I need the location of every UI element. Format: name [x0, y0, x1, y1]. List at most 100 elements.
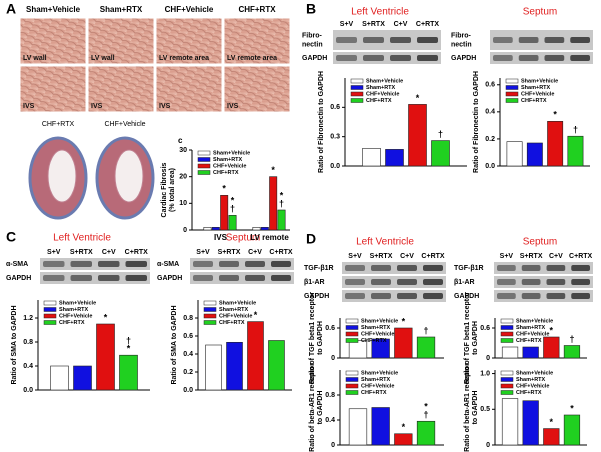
significance-mark: * [104, 312, 108, 322]
legend-label: CHF+RTX [366, 98, 392, 104]
legend-label: Sham+RTX [213, 157, 243, 163]
y-tick-label: 0 [486, 355, 490, 362]
legend-swatch [500, 331, 514, 337]
histology-image [155, 65, 223, 113]
blot-strip [494, 290, 593, 302]
legend-label: CHF+Vehicle [213, 163, 246, 169]
legend-label: CHF+RTX [521, 98, 547, 104]
section-label: CHF+Vehicle [104, 121, 145, 128]
lane-label: S+RTX [520, 253, 543, 260]
bar [252, 227, 261, 231]
y-tick-label: 0.6 [325, 325, 335, 332]
column-header: CHF+Vehicle [165, 5, 214, 14]
panel-label: D [306, 231, 316, 247]
image-label: IVS [159, 103, 171, 110]
legend-label: CHF+Vehicle [59, 313, 92, 319]
significance-mark: * [222, 184, 226, 194]
y-tick-label: 0.3 [330, 134, 340, 141]
blot-strip [190, 258, 294, 270]
y-tick-label: 30 [179, 147, 187, 154]
legend-swatch [350, 85, 364, 90]
blot-band [417, 37, 438, 43]
legend-label: Sham+Vehicle [516, 318, 553, 324]
panel-label: A [6, 1, 16, 17]
blot-band [571, 265, 590, 271]
y-axis-label: Ratio of TGF beta1 receptor [309, 292, 316, 384]
blot-band [521, 265, 541, 271]
lane-label: S+V [47, 249, 61, 256]
significance-mark: † [126, 336, 131, 346]
bar [268, 340, 285, 391]
blot-strip [342, 290, 446, 302]
significance-mark: * [254, 310, 258, 320]
significance-mark: * [402, 422, 406, 432]
bar [543, 428, 560, 446]
bar [543, 336, 560, 359]
lane-label: C+RTX [416, 21, 439, 28]
bar [348, 408, 368, 446]
bar [371, 338, 390, 359]
panel-label: c [178, 136, 183, 145]
lane-label: C+RTX [569, 253, 592, 260]
significance-mark: * [550, 417, 554, 427]
y-axis-label: Ratio of beta-AR1 receptor [464, 363, 471, 452]
legend-label: Sham+Vehicle [361, 318, 398, 324]
y-tick-label: 10 [179, 200, 187, 207]
legend-label: CHF+RTX [516, 338, 542, 344]
blot-band [371, 279, 391, 285]
image-label: LV remote area [159, 55, 209, 62]
lane-label: C+RTX [421, 253, 444, 260]
blot-band [570, 37, 590, 43]
y-tick-label: 0 [331, 355, 335, 362]
significance-mark: † [573, 125, 578, 135]
lane-label: S+RTX [370, 253, 393, 260]
significance-mark: * [127, 344, 131, 354]
blot-strip [190, 272, 294, 284]
blot-strip [490, 30, 593, 50]
bar [73, 365, 92, 391]
legend-swatch [197, 150, 211, 156]
blot-band [245, 275, 265, 281]
legend-swatch [500, 383, 514, 389]
bar [563, 345, 581, 359]
blot-band [98, 275, 120, 281]
lane-label: C+V [400, 253, 414, 260]
blot-band [245, 261, 265, 267]
blot-band [423, 293, 443, 299]
legend-swatch [203, 320, 217, 325]
legend-label: CHF+RTX [361, 390, 387, 396]
y-tick-label: 0.6 [485, 82, 495, 89]
blot-row-label: TGF-β1R [454, 265, 484, 272]
bar [522, 346, 539, 359]
y-tick-label: 0.0 [183, 387, 193, 394]
image-label: IVS [227, 103, 239, 110]
blot-row-label: TGF-β1R [304, 265, 334, 272]
blot-band [493, 55, 513, 61]
blot-band [43, 261, 65, 267]
bar [547, 121, 564, 167]
lane-label: S+V [500, 253, 514, 260]
legend-label: Sham+Vehicle [59, 300, 96, 306]
y-tick-label: 0.0 [485, 163, 495, 170]
panel-label: C [6, 229, 16, 245]
legend-swatch [350, 78, 364, 84]
significance-mark: † [424, 410, 429, 420]
blot-band [43, 275, 65, 281]
bar [526, 142, 543, 167]
blot-strip [333, 30, 441, 50]
blot-band [219, 275, 239, 281]
significance-mark: † [230, 204, 235, 214]
y-axis-label: Ratio of TGF beta1 receptor [464, 292, 471, 384]
blot-band [271, 261, 291, 267]
panel-label: B [306, 1, 316, 17]
blot-strip [40, 258, 150, 270]
blot-row-label: Fibro- [302, 32, 322, 39]
image-label: LV remote area [227, 55, 277, 62]
legend-label: CHF+Vehicle [361, 383, 394, 389]
blot-title: Left Ventricle [351, 7, 409, 18]
legend-swatch [350, 98, 364, 103]
bar [203, 227, 212, 231]
legend-label: CHF+Vehicle [219, 313, 252, 319]
blot-band [125, 261, 147, 267]
legend-label: Sham+RTX [516, 377, 546, 383]
